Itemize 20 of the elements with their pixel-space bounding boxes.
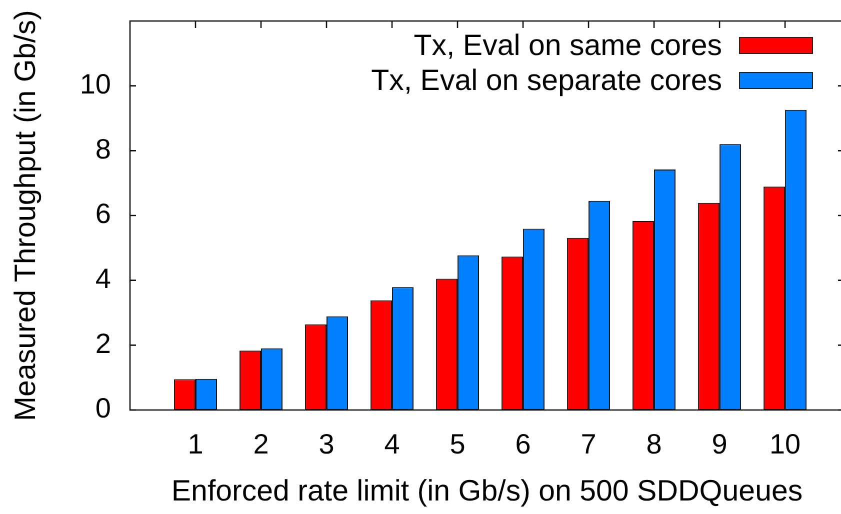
- y-tick-label: 8: [95, 133, 111, 164]
- legend-label: Tx, Eval on separate cores: [371, 64, 722, 97]
- x-tick-label: 4: [384, 428, 400, 460]
- x-tick-label: 8: [646, 428, 662, 460]
- y-tick-label: 2: [95, 328, 111, 359]
- x-tick-label: 5: [450, 428, 466, 460]
- x-axis-title: Enforced rate limit (in Gb/s) on 500 SDDQueues: [171, 474, 803, 508]
- x-tick-label: 10: [769, 428, 801, 460]
- x-tick-label: 9: [712, 428, 728, 460]
- y-tick-label: 10: [80, 68, 111, 100]
- legend-label: Tx, Eval on same cores: [414, 28, 722, 62]
- x-tick-label: 7: [580, 428, 596, 460]
- y-tick-label: 4: [95, 263, 111, 294]
- x-tick-label: 2: [253, 428, 269, 460]
- x-tick-label: 6: [515, 428, 531, 460]
- x-tick-label: 3: [318, 428, 334, 460]
- x-tick-label: 1: [188, 428, 204, 460]
- y-tick-label: 6: [95, 198, 111, 230]
- y-axis-title: Measured Throughput (in Gb/s): [8, 10, 42, 422]
- y-tick-label: 0: [95, 392, 111, 424]
